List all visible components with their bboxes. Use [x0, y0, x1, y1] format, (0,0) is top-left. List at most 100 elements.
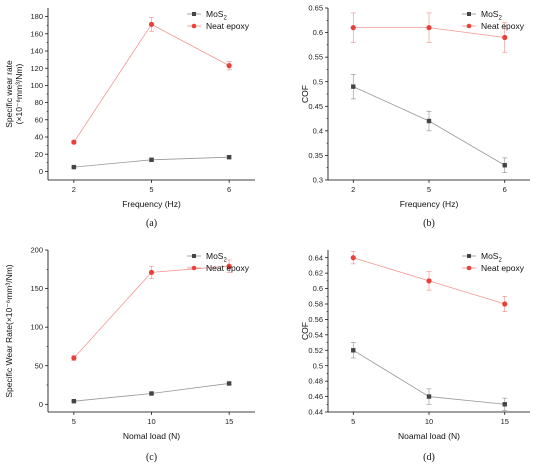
- y-axis-label: COF: [300, 85, 310, 103]
- legend-label: MoS2: [481, 9, 502, 22]
- y-tick-label: 0.35: [308, 151, 323, 160]
- x-tick-label: 10: [425, 417, 433, 426]
- x-axis-label: Frequency (Hz): [122, 199, 181, 209]
- y-tick-label: 0.4: [313, 126, 323, 135]
- y-tick-label: 100: [30, 81, 43, 90]
- data-point: [149, 391, 154, 396]
- y-tick-label: 180: [30, 12, 43, 21]
- y-tick-label: 20: [35, 150, 43, 159]
- data-point: [226, 63, 232, 69]
- figure-caption: (d): [423, 452, 435, 463]
- legend-label: Neat epoxy: [481, 21, 525, 31]
- legend-marker: [467, 12, 471, 16]
- y-tick-label: 0: [39, 167, 43, 176]
- y-tick-label: 50: [35, 361, 43, 370]
- y-tick-label: 0.65: [308, 4, 323, 13]
- y-tick-label: 0.5: [313, 77, 323, 86]
- data-point: [502, 34, 508, 41]
- data-point: [226, 155, 232, 160]
- series-0: [71, 155, 232, 170]
- x-tick-label: 15: [501, 417, 509, 426]
- x-axis-label: Nomal load (N): [123, 431, 180, 441]
- legend-marker: [191, 265, 197, 271]
- chart-c: 0 50 100 150 200 5 10 15 Nomal load (N) Specific …: [4, 246, 255, 463]
- legend-marker: [466, 265, 472, 271]
- x-tick-label: 2: [72, 185, 76, 194]
- y-tick-label: 160: [30, 29, 43, 38]
- chart-a: 0 20 40 60 80 100 120 140 160 180 2 5 6 Frequency (Hz…: [4, 8, 255, 229]
- y-tick-label: 40: [35, 133, 43, 142]
- y-tick-label: 0.55: [308, 53, 323, 62]
- chart-b: 0.3 0.35 0.4 0.45 0.5 0.55 0.6 0.65 2 5 6 Frequency…: [300, 4, 530, 229]
- figure-caption: (c): [146, 452, 157, 463]
- data-point: [71, 139, 77, 145]
- data-point: [502, 402, 507, 407]
- x-axis-label: Noamal load (N): [398, 431, 460, 441]
- data-point: [149, 157, 154, 162]
- data-point: [71, 164, 77, 170]
- legend-marker: [192, 12, 196, 16]
- y-tick-label: 0.45: [308, 102, 323, 111]
- figure-caption: (a): [146, 218, 157, 229]
- data-point: [351, 84, 356, 89]
- series-1: [71, 259, 232, 361]
- y-tick-label: 0.48: [308, 377, 323, 386]
- x-tick-label: 5: [427, 185, 431, 194]
- x-axis-label: Frequency (Hz): [400, 199, 459, 209]
- y-tick-label: 0.5: [313, 361, 323, 370]
- y-tick-label: 0: [39, 400, 43, 409]
- y-axis-label: (×10⁻⁶mm³/Nm): [14, 64, 24, 125]
- data-point: [148, 21, 155, 27]
- legend-label: MoS2: [206, 251, 227, 264]
- y-tick-label: 0.44: [308, 408, 323, 417]
- series-0: [350, 74, 508, 173]
- y-tick-label: 140: [30, 47, 43, 56]
- data-point: [426, 278, 432, 284]
- y-tick-label: 0.3: [313, 176, 323, 185]
- y-axis-label: Specific wear rate: [4, 60, 14, 128]
- x-tick-label: 5: [72, 417, 76, 426]
- y-tick-label: 0.54: [308, 330, 323, 339]
- legend-label: Neat epoxy: [206, 263, 250, 273]
- series-0: [71, 381, 232, 404]
- data-point: [426, 394, 432, 399]
- y-tick-label: 0.52: [308, 346, 323, 355]
- x-tick-label: 5: [149, 185, 153, 194]
- series-1: [350, 251, 508, 313]
- y-tick-label: 120: [30, 64, 43, 73]
- x-tick-label: 5: [351, 417, 355, 426]
- y-tick-label: 200: [30, 246, 43, 255]
- legend-marker: [466, 23, 472, 29]
- data-point: [71, 399, 77, 404]
- data-point: [426, 25, 432, 31]
- y-axis-label: COF: [300, 322, 310, 340]
- series-line: [73, 23, 230, 143]
- figure-caption: (b): [423, 218, 435, 229]
- data-point: [226, 381, 232, 386]
- data-point: [502, 163, 507, 168]
- data-point: [426, 118, 432, 124]
- y-axis-label: Specific Wear Rate(×10⁻⁶mm³/Nm): [4, 264, 14, 397]
- y-tick-label: 0.46: [308, 392, 323, 401]
- data-point: [226, 263, 232, 269]
- legend-label: Neat epoxy: [481, 263, 525, 273]
- x-tick-label: 15: [225, 417, 233, 426]
- data-point: [148, 269, 155, 275]
- y-tick-label: 150: [30, 284, 43, 293]
- y-tick-label: 0.6: [313, 28, 323, 37]
- x-tick-label: 10: [147, 417, 155, 426]
- series-line: [73, 265, 230, 359]
- x-tick-label: 2: [351, 185, 355, 194]
- legend-label: MoS2: [206, 9, 227, 22]
- y-tick-label: 0.62: [308, 269, 323, 278]
- x-tick-label: 6: [503, 185, 507, 194]
- y-tick-label: 0.58: [308, 300, 323, 309]
- series-1: [350, 12, 508, 53]
- data-point: [350, 25, 356, 31]
- data-point: [351, 348, 356, 353]
- data-point: [71, 355, 77, 361]
- y-tick-label: 0.6: [313, 284, 323, 293]
- y-tick-label: 0.64: [308, 253, 323, 262]
